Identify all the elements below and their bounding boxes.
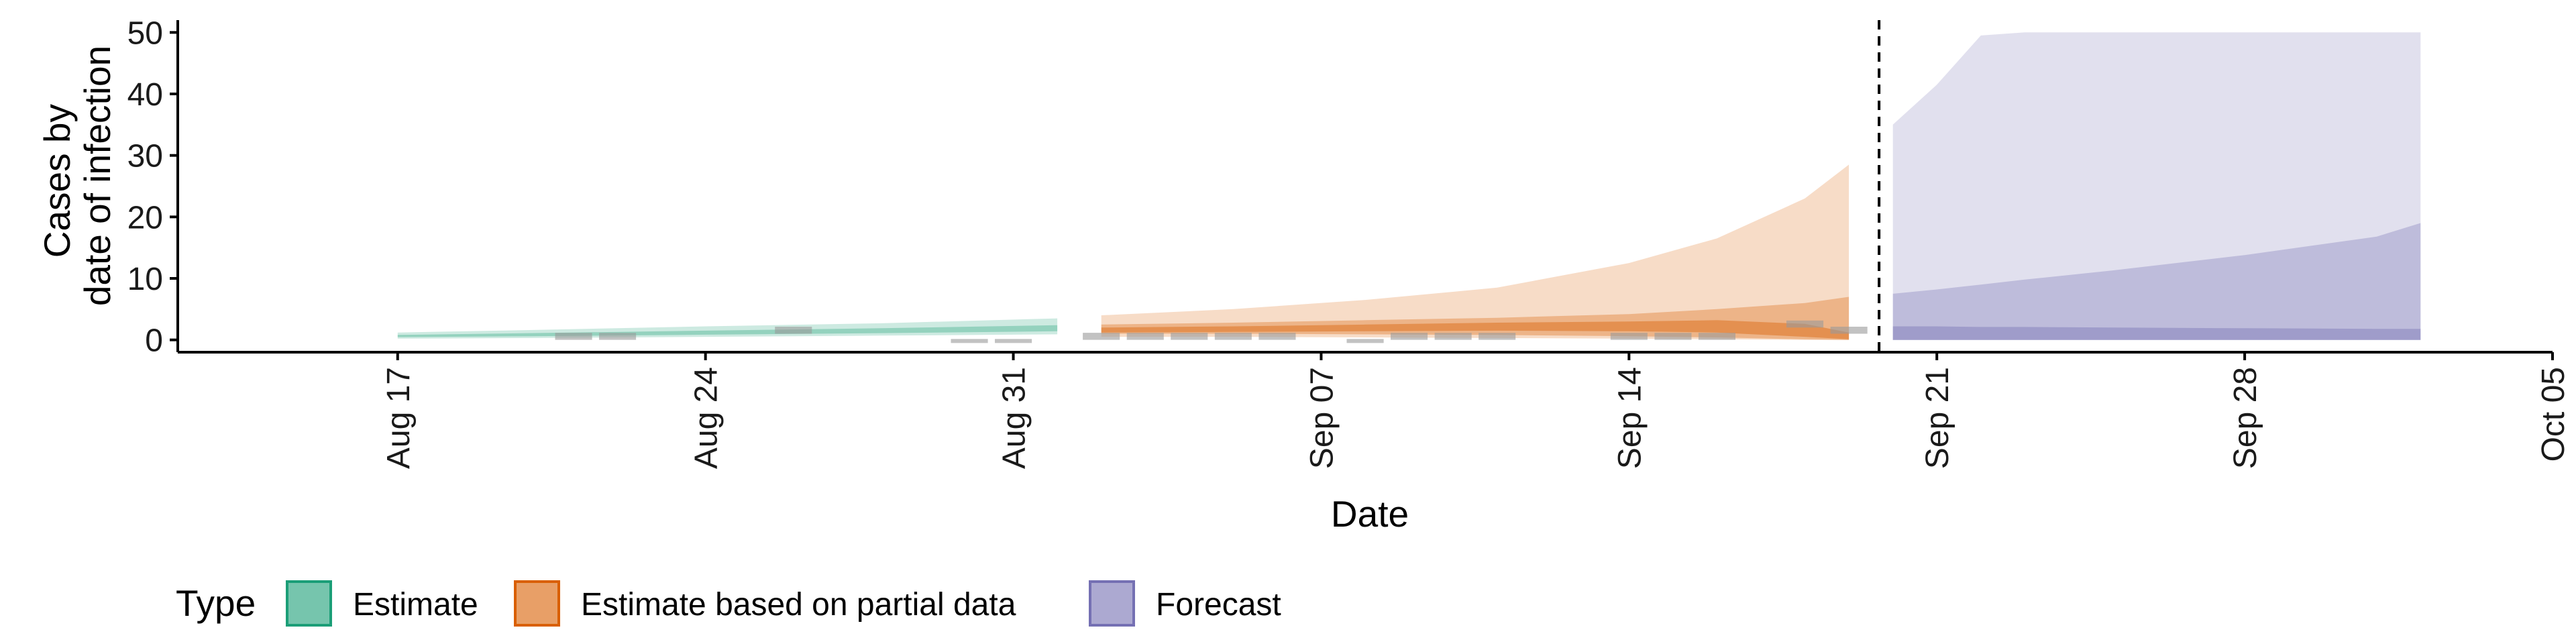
observation-bar — [1214, 333, 1252, 340]
y-tick-label: 30 — [127, 139, 163, 174]
observation-bar — [1258, 333, 1296, 340]
observation-bar — [1346, 339, 1384, 343]
legend: Type Estimate Estimate based on partial d… — [176, 580, 1281, 627]
x-tick-label: Sep 21 — [1920, 367, 1955, 469]
y-tick-label: 0 — [145, 323, 163, 359]
legend-key-estimate-based-on-partial-data — [514, 580, 560, 627]
y-tick-label: 20 — [127, 200, 163, 235]
observation-bar — [1171, 333, 1208, 340]
observation-bar — [1083, 333, 1120, 340]
observation-bar — [1654, 333, 1692, 340]
observation-bar — [1610, 333, 1648, 340]
observation-bar — [1830, 327, 1868, 334]
forecast-inner-band — [1892, 326, 2421, 340]
x-tick-label: Sep 14 — [1612, 367, 1648, 469]
observation-bar — [555, 333, 592, 340]
legend-key-forecast — [1089, 580, 1135, 627]
forecast-mid-band — [1892, 223, 2421, 340]
observation-bar — [1479, 333, 1516, 340]
y-tick-label: 40 — [127, 77, 163, 113]
y-tick-label: 10 — [127, 262, 163, 297]
observation-bar — [995, 339, 1032, 343]
estimate-bands — [397, 32, 2421, 340]
y-tick-label: 50 — [127, 15, 163, 51]
x-tick-label: Sep 28 — [2228, 367, 2263, 469]
observation-bar — [1391, 333, 1428, 340]
estimate-based-on-partial-data-mid-band — [1101, 297, 1849, 340]
observation-bar — [951, 339, 988, 343]
estimate-based-on-partial-data-inner-band — [1101, 320, 1849, 339]
legend-key-estimate — [286, 580, 332, 627]
observation-bar — [1126, 333, 1164, 340]
x-tick-label: Aug 31 — [997, 367, 1032, 469]
x-tick-label: Aug 17 — [381, 367, 417, 469]
y-axis-title-line-1: Cases by — [36, 104, 78, 258]
observation-bar — [775, 327, 812, 334]
y-axis-title: Cases by date of infection — [36, 46, 118, 306]
y-axis-title-line-2: date of infection — [76, 46, 118, 306]
observation-bar — [1698, 333, 1735, 340]
x-tick-label: Sep 07 — [1304, 367, 1340, 469]
observations — [555, 320, 1868, 343]
forecast-outer-band — [1892, 32, 2421, 340]
x-tick-label: Aug 24 — [689, 367, 724, 469]
legend-label-estimate-based-on-partial-data: Estimate based on partial data — [581, 587, 1016, 623]
observation-bar — [1786, 320, 1824, 328]
legend-label-forecast: Forecast — [1156, 587, 1281, 623]
y-axis-ticks: 0 10 20 30 40 50 — [127, 15, 178, 359]
x-tick-label: Oct 05 — [2536, 367, 2571, 462]
observation-bar — [599, 333, 637, 340]
legend-title: Type — [176, 582, 256, 624]
observation-bar — [1434, 333, 1472, 340]
x-axis-title: Date — [1331, 493, 1409, 535]
estimate-based-on-partial-data-outer-band — [1101, 164, 1849, 340]
axes — [176, 20, 2553, 354]
legend-label-estimate: Estimate — [353, 587, 478, 623]
x-axis-ticks: Aug 17 Aug 24 Aug 31 Sep 07 Sep 14 Sep 21 Sep … — [381, 352, 2571, 469]
